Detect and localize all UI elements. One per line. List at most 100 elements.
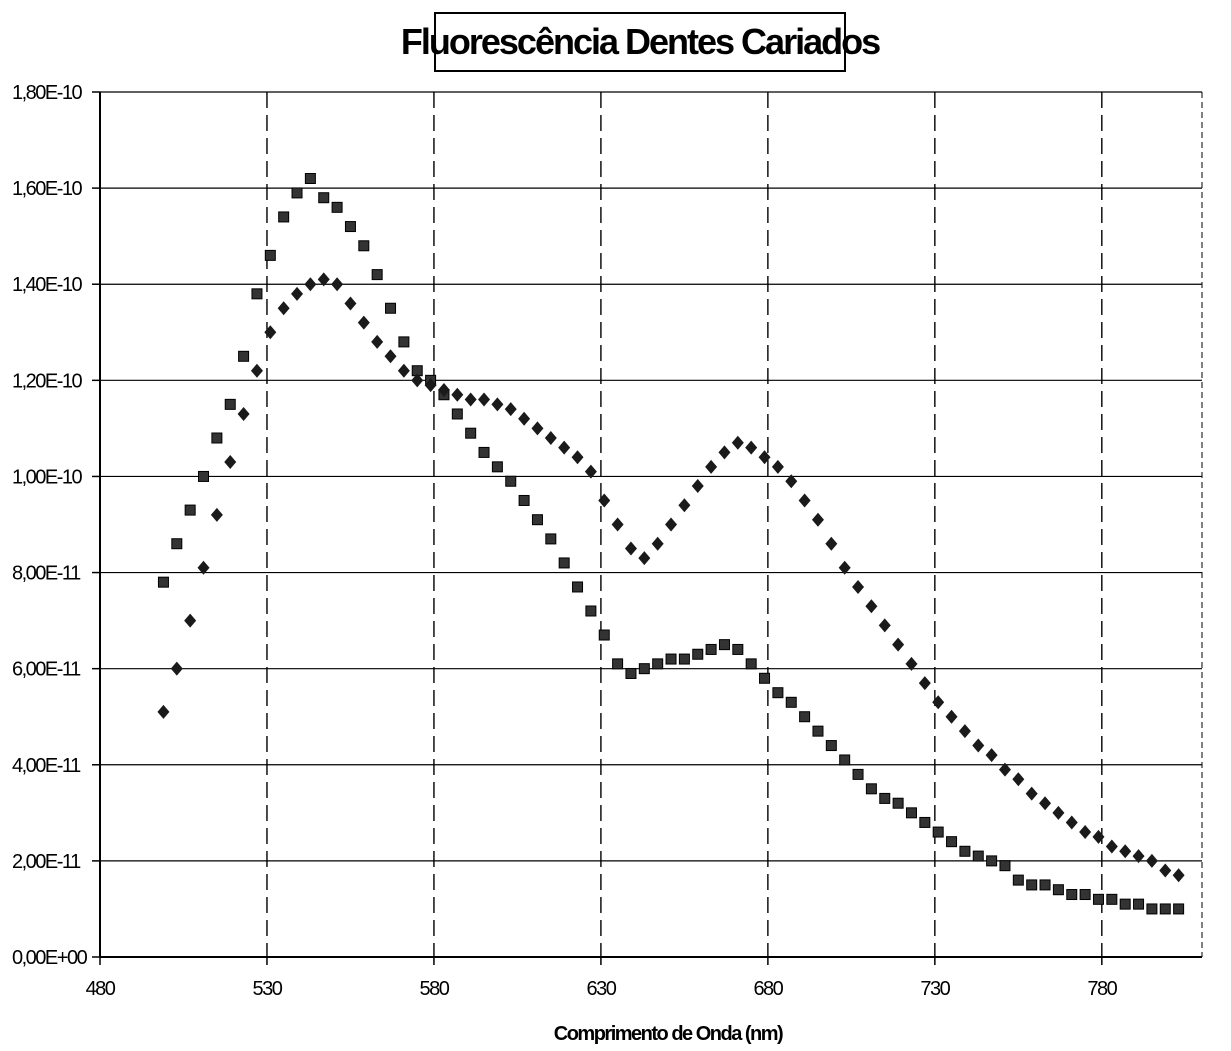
- y-tick-label: 1,40E-10: [12, 274, 83, 296]
- diamond-point: [504, 402, 517, 417]
- diamond-point: [1119, 844, 1132, 859]
- diamond-point: [852, 579, 865, 594]
- x-tick-label: 580: [420, 978, 450, 1000]
- square-point: [678, 653, 690, 665]
- square-point: [1133, 898, 1145, 910]
- square-point: [518, 494, 530, 506]
- square-point: [999, 860, 1011, 872]
- square-point: [1106, 893, 1118, 905]
- diamond-point: [878, 618, 891, 633]
- square-point: [491, 461, 503, 473]
- diamond-point: [544, 431, 557, 445]
- diamond-point: [1105, 839, 1118, 854]
- square-point: [1066, 889, 1078, 901]
- y-tick-label: 4,00E-11: [12, 755, 81, 777]
- square-point: [371, 269, 383, 281]
- x-tick-label: 480: [86, 978, 116, 1000]
- diamond-point: [598, 493, 611, 508]
- diamond-point: [718, 445, 731, 460]
- square-point: [157, 576, 169, 588]
- diamond-point: [1039, 796, 1052, 811]
- diamond-point: [865, 599, 878, 614]
- square-point: [238, 350, 250, 362]
- diamond-point: [985, 748, 998, 763]
- square-point: [318, 192, 330, 204]
- y-tick-label: 0,00E+00: [12, 947, 88, 969]
- diamond-point: [451, 387, 464, 402]
- diamond-point: [638, 551, 651, 566]
- series-diamonds: [157, 272, 1185, 883]
- square-point: [1079, 889, 1091, 901]
- diamond-point: [584, 464, 597, 479]
- diamond-point: [972, 738, 985, 753]
- diamond-point: [264, 325, 277, 340]
- square-point: [398, 336, 410, 348]
- diamond-point: [892, 637, 905, 652]
- diamond-point: [424, 378, 437, 393]
- grid-lines: [100, 91, 1203, 957]
- diamond-point: [464, 392, 477, 407]
- square-point: [919, 816, 931, 828]
- square-point: [385, 302, 397, 314]
- diamond-point: [758, 450, 771, 465]
- square-point: [959, 845, 971, 857]
- diamond-point: [170, 661, 183, 676]
- square-point: [732, 643, 744, 655]
- diamond-point: [825, 536, 838, 551]
- square-point: [184, 504, 196, 516]
- x-tick-labels: 480 530 580 630 680 730 780: [86, 978, 1120, 1000]
- diamond-point: [571, 450, 584, 465]
- diamond-point: [277, 301, 290, 316]
- diamond-point: [945, 709, 958, 724]
- square-point: [344, 221, 356, 233]
- y-tick-label: 1,00E-10: [12, 466, 83, 488]
- diamond-point: [371, 334, 384, 349]
- diamond-point: [958, 724, 971, 739]
- diamond-point: [1132, 849, 1145, 864]
- y-tick-label: 8,00E-11: [12, 563, 81, 585]
- chart-title: Fluorescência Dentes Cariados: [400, 21, 881, 62]
- square-point: [291, 187, 303, 199]
- square-point: [812, 725, 824, 737]
- diamond-point: [197, 560, 210, 575]
- square-point: [558, 557, 570, 569]
- diamond-point: [1012, 772, 1025, 787]
- square-point: [478, 446, 490, 458]
- square-point: [905, 807, 917, 819]
- square-point: [1052, 884, 1064, 896]
- square-point: [1092, 893, 1104, 905]
- x-tick-label: 730: [920, 978, 950, 1000]
- square-point: [505, 475, 517, 487]
- square-point: [946, 836, 958, 848]
- square-point: [839, 754, 851, 766]
- diamond-point: [184, 613, 197, 628]
- diamond-point: [998, 762, 1011, 777]
- x-tick-label: 530: [253, 978, 283, 1000]
- square-point: [572, 581, 584, 593]
- square-point: [211, 432, 223, 444]
- square-point: [986, 855, 998, 867]
- square-point: [772, 687, 784, 699]
- diamond-point: [291, 286, 304, 301]
- square-point: [465, 427, 477, 439]
- diamond-point: [1145, 853, 1158, 868]
- diamond-point: [611, 517, 624, 532]
- diamond-point: [304, 277, 317, 292]
- square-point: [1173, 903, 1185, 915]
- diamond-point: [731, 435, 744, 450]
- y-tick-label: 1,60E-10: [12, 178, 83, 200]
- diamond-point: [397, 363, 410, 378]
- square-point: [865, 783, 877, 795]
- y-tick-label: 6,00E-11: [12, 659, 81, 681]
- square-point: [251, 288, 263, 300]
- x-axis-label: Comprimento de Onda (nm): [554, 1023, 783, 1045]
- diamond-point: [651, 536, 664, 551]
- diamond-point: [1079, 825, 1092, 840]
- diamond-point: [237, 406, 250, 421]
- square-point: [879, 792, 891, 804]
- diamond-point: [331, 277, 344, 292]
- diamond-point: [411, 373, 424, 388]
- square-point: [1159, 903, 1171, 915]
- y-tick-label: 1,80E-10: [12, 82, 83, 104]
- x-tick-label: 680: [753, 978, 783, 1000]
